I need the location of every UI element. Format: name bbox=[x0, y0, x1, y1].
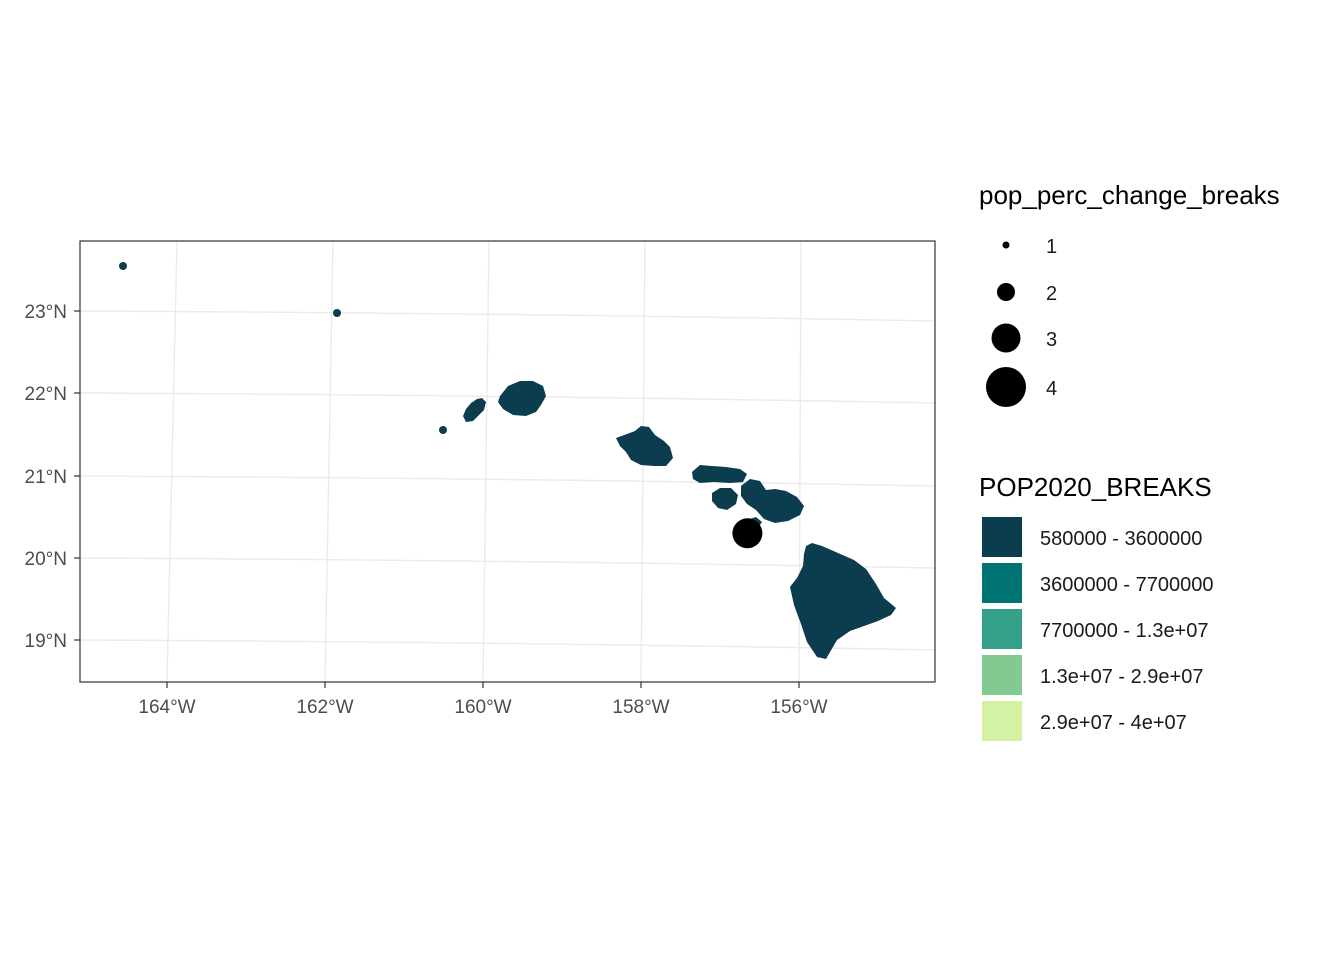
fill-legend-key-2 bbox=[982, 563, 1022, 603]
gridline-lat-23 bbox=[79, 310, 936, 322]
x-axis-labels: 164°W 162°W 160°W 158°W 156°W bbox=[138, 697, 827, 718]
fill-legend-key-5 bbox=[982, 701, 1022, 741]
size-legend-key-4 bbox=[986, 367, 1026, 407]
axis-ticks bbox=[74, 310, 800, 688]
size-legend: pop_perc_change_breaks 1 2 3 4 bbox=[979, 180, 1280, 407]
fill-legend-label: 1.3e+07 - 2.9e+07 bbox=[1040, 666, 1203, 688]
size-legend-label: 3 bbox=[1046, 329, 1057, 351]
y-tick-label: 20°N bbox=[25, 549, 67, 570]
island-kauai bbox=[498, 381, 546, 416]
y-tick-label: 23°N bbox=[25, 302, 67, 323]
island-lanai bbox=[712, 488, 738, 510]
fill-legend-label: 7700000 - 1.3e+07 bbox=[1040, 620, 1209, 642]
gridline-lon-162 bbox=[324, 240, 334, 683]
size-legend-key-1 bbox=[1002, 241, 1010, 249]
islands bbox=[119, 262, 896, 659]
fill-legend-key-1 bbox=[982, 517, 1022, 557]
island-hawaii bbox=[790, 543, 896, 659]
island-lehua bbox=[439, 426, 447, 434]
y-axis-labels: 23°N 22°N 21°N 20°N 19°N bbox=[25, 302, 67, 652]
fill-legend-title: POP2020_BREAKS bbox=[979, 472, 1212, 502]
map-panel-border bbox=[79, 240, 936, 683]
size-legend-label: 4 bbox=[1046, 378, 1057, 400]
y-tick-label: 21°N bbox=[25, 467, 67, 488]
fill-legend-label: 580000 - 3600000 bbox=[1040, 528, 1202, 550]
x-tick-label: 156°W bbox=[770, 697, 827, 718]
fill-legend-key-3 bbox=[982, 609, 1022, 649]
size-legend-label: 1 bbox=[1046, 236, 1057, 258]
population-change-point bbox=[732, 518, 763, 549]
point-layer bbox=[732, 518, 763, 549]
island-molokai bbox=[692, 465, 747, 483]
island-oahu bbox=[616, 426, 673, 466]
fill-legend-label: 2.9e+07 - 4e+07 bbox=[1040, 712, 1187, 734]
fill-legend-key-4 bbox=[982, 655, 1022, 695]
gridline-lat-21 bbox=[79, 475, 936, 487]
island-nihoa bbox=[333, 309, 341, 317]
fill-legend: POP2020_BREAKS 580000 - 3600000 3600000 … bbox=[979, 472, 1214, 741]
gridline-lon-164 bbox=[166, 240, 178, 683]
x-tick-label: 160°W bbox=[454, 697, 511, 718]
y-tick-label: 19°N bbox=[25, 631, 67, 652]
x-tick-label: 158°W bbox=[612, 697, 669, 718]
x-tick-label: 164°W bbox=[138, 697, 195, 718]
size-legend-key-3 bbox=[991, 323, 1021, 353]
island-nihoa-nw bbox=[119, 262, 127, 270]
island-niihau bbox=[463, 398, 486, 422]
size-legend-title: pop_perc_change_breaks bbox=[979, 180, 1280, 210]
size-legend-label: 2 bbox=[1046, 283, 1057, 305]
fill-legend-label: 3600000 - 7700000 bbox=[1040, 574, 1214, 596]
y-tick-label: 22°N bbox=[25, 384, 67, 405]
island-maui bbox=[741, 479, 804, 523]
x-tick-label: 162°W bbox=[296, 697, 353, 718]
size-legend-key-2 bbox=[997, 283, 1015, 301]
